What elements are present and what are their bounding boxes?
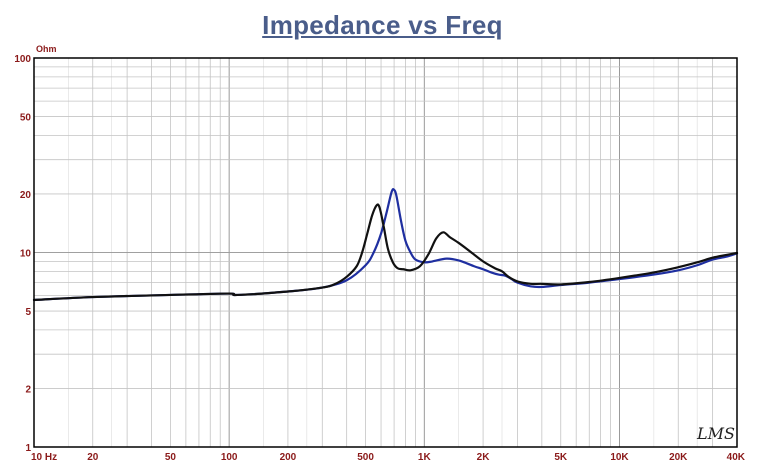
- x-tick-label: 1K: [418, 452, 432, 463]
- tick-label-layer: 10 Hz 20 50 100 200 500 1K 2K 5K 10K 20K 40K 1 2 5 10 20…: [14, 54, 745, 463]
- y-tick-label: 2: [25, 384, 31, 395]
- series-line-1: [32, 188, 739, 302]
- x-tick-label: 40K: [727, 452, 746, 463]
- chart-title: Impedance vs Freq: [262, 10, 503, 40]
- x-tick-label: 10 Hz: [31, 452, 57, 463]
- series-layer: [32, 188, 739, 302]
- x-tick-label: 20K: [669, 452, 688, 463]
- x-tick-label: 500: [357, 452, 374, 463]
- x-tick-label: 10K: [610, 452, 629, 463]
- y-tick-label: 10: [20, 249, 32, 260]
- x-tick-label: 2K: [477, 452, 491, 463]
- y-tick-label: 100: [14, 54, 31, 65]
- lms-logo: LMS: [696, 424, 735, 443]
- x-tick-label: 5K: [554, 452, 568, 463]
- y-tick-label: 20: [20, 190, 32, 201]
- y-tick-label: 50: [20, 113, 32, 124]
- series-line-2: [32, 203, 739, 302]
- plot-frame: [33, 57, 738, 448]
- y-tick-label: 1: [25, 443, 31, 454]
- x-tick-label: 100: [221, 452, 238, 463]
- x-tick-label: 50: [165, 452, 177, 463]
- x-tick-label: 200: [280, 452, 297, 463]
- y-tick-label: 5: [25, 307, 31, 318]
- y-axis-unit: Ohm: [36, 44, 57, 54]
- grid-layer: [33, 57, 738, 448]
- x-tick-label: 20: [87, 452, 99, 463]
